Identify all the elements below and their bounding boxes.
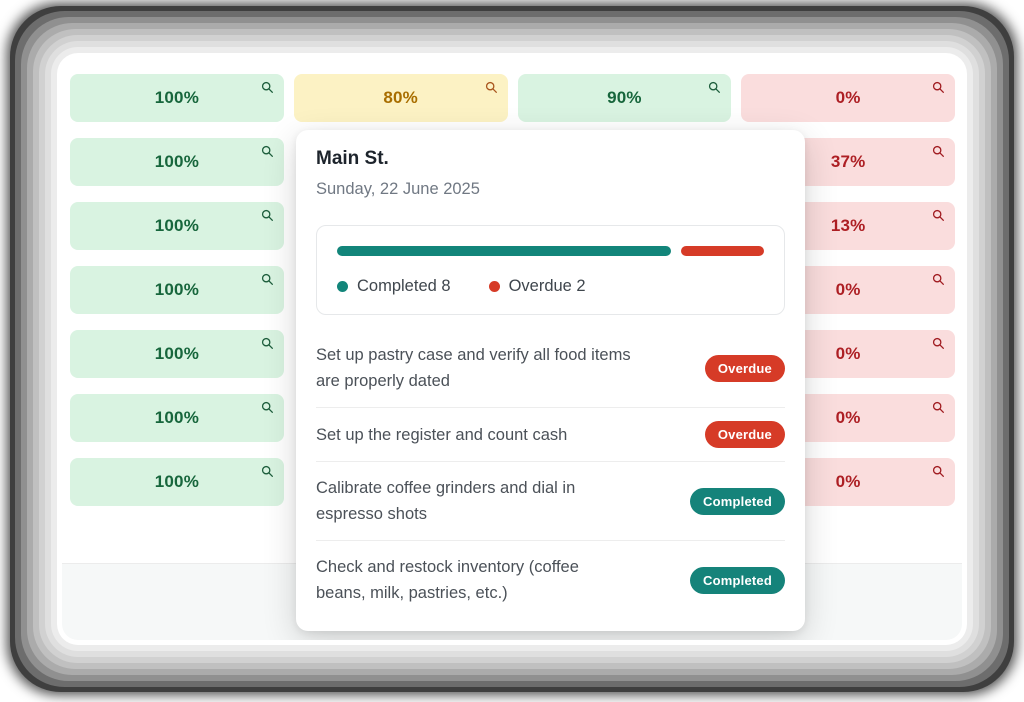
magnifier-icon[interactable] — [261, 145, 274, 158]
device-frame: 100% 80% 90% 0% — [62, 58, 962, 640]
task-text: Set up pastry case and verify all food i… — [316, 346, 631, 390]
progress-bar-completed-segment — [337, 246, 671, 256]
legend-item: Completed 8 — [337, 277, 451, 296]
completion-percentage: 37% — [830, 152, 866, 171]
completion-percentage: 100% — [154, 344, 200, 363]
completion-chip[interactable]: 100% — [70, 74, 284, 122]
progress-legend: Completed 8 Overdue 2 — [337, 277, 764, 296]
task-row: Set up the register and count cash Overd… — [316, 407, 785, 461]
completion-chip[interactable]: 100% — [70, 266, 284, 314]
legend-dot-icon — [488, 281, 500, 292]
completion-percentage: 0% — [835, 280, 861, 299]
task-summary-card: Completed 8 Overdue 2 — [316, 225, 785, 315]
task-text: Calibrate coffee grinders and dial in es… — [316, 479, 576, 523]
store-detail-popover: Main St. Sunday, 22 June 2025 Completed … — [296, 130, 805, 631]
task-row: Check and restock inventory (coffee bean… — [316, 540, 785, 619]
legend-label: Completed 8 — [357, 277, 451, 295]
completion-percentage: 0% — [835, 344, 861, 363]
task-list: Set up pastry case and verify all food i… — [316, 329, 785, 619]
completion-chip[interactable]: 90% — [517, 74, 732, 122]
completion-percentage: 100% — [154, 152, 200, 171]
magnifier-icon[interactable] — [261, 337, 274, 350]
task-text: Check and restock inventory (coffee bean… — [316, 558, 579, 602]
legend-item: Overdue 2 — [488, 277, 586, 296]
magnifier-icon[interactable] — [932, 81, 945, 94]
completion-percentage: 100% — [154, 216, 200, 235]
popover-title: Main St. — [316, 148, 389, 169]
completion-chip[interactable]: 100% — [70, 202, 284, 250]
magnifier-icon[interactable] — [932, 337, 945, 350]
magnifier-icon[interactable] — [932, 401, 945, 414]
task-status-badge: Overdue — [704, 354, 785, 382]
magnifier-icon[interactable] — [932, 209, 945, 222]
completion-chip[interactable]: 100% — [70, 330, 284, 378]
popover-date: Sunday, 22 June 2025 — [316, 180, 480, 198]
magnifier-icon[interactable] — [261, 273, 274, 286]
magnifier-icon[interactable] — [261, 401, 274, 414]
magnifier-icon[interactable] — [932, 273, 945, 286]
completion-chip[interactable]: 80% — [293, 74, 508, 122]
app-panel: 100% 80% 90% 0% — [62, 58, 962, 640]
task-status-badge: Overdue — [704, 421, 785, 448]
progress-bar — [337, 246, 764, 256]
magnifier-icon[interactable] — [261, 209, 274, 222]
completion-chip[interactable]: 0% — [741, 74, 955, 122]
completion-chip[interactable]: 100% — [70, 394, 284, 442]
completion-percentage: 0% — [835, 88, 861, 107]
legend-label: Overdue 2 — [508, 277, 586, 295]
task-status-badge: Completed — [690, 566, 785, 594]
completion-percentage: 100% — [154, 280, 200, 299]
legend-dot-icon — [337, 281, 348, 292]
magnifier-icon[interactable] — [261, 465, 274, 478]
task-row: Calibrate coffee grinders and dial in es… — [316, 461, 785, 540]
task-text: Set up the register and count cash — [316, 425, 568, 444]
completion-percentage: 80% — [383, 88, 418, 107]
completion-percentage: 0% — [835, 408, 861, 427]
magnifier-icon[interactable] — [932, 145, 945, 158]
progress-bar-overdue-segment — [680, 246, 764, 256]
completion-percentage: 100% — [154, 472, 200, 491]
magnifier-icon[interactable] — [708, 81, 721, 94]
magnifier-icon[interactable] — [485, 81, 498, 94]
magnifier-icon[interactable] — [261, 81, 274, 94]
completion-grid: 100% 80% 90% 0% — [62, 58, 962, 506]
completion-chip[interactable]: 100% — [70, 458, 284, 506]
completion-percentage: 13% — [830, 216, 866, 235]
completion-chip[interactable]: 100% — [70, 138, 284, 186]
completion-percentage: 0% — [835, 472, 861, 491]
completion-percentage: 90% — [607, 88, 642, 107]
task-row: Set up pastry case and verify all food i… — [316, 329, 785, 407]
completion-percentage: 100% — [154, 88, 200, 107]
completion-percentage: 100% — [154, 408, 200, 427]
task-status-badge: Completed — [690, 487, 785, 515]
magnifier-icon[interactable] — [932, 465, 945, 478]
